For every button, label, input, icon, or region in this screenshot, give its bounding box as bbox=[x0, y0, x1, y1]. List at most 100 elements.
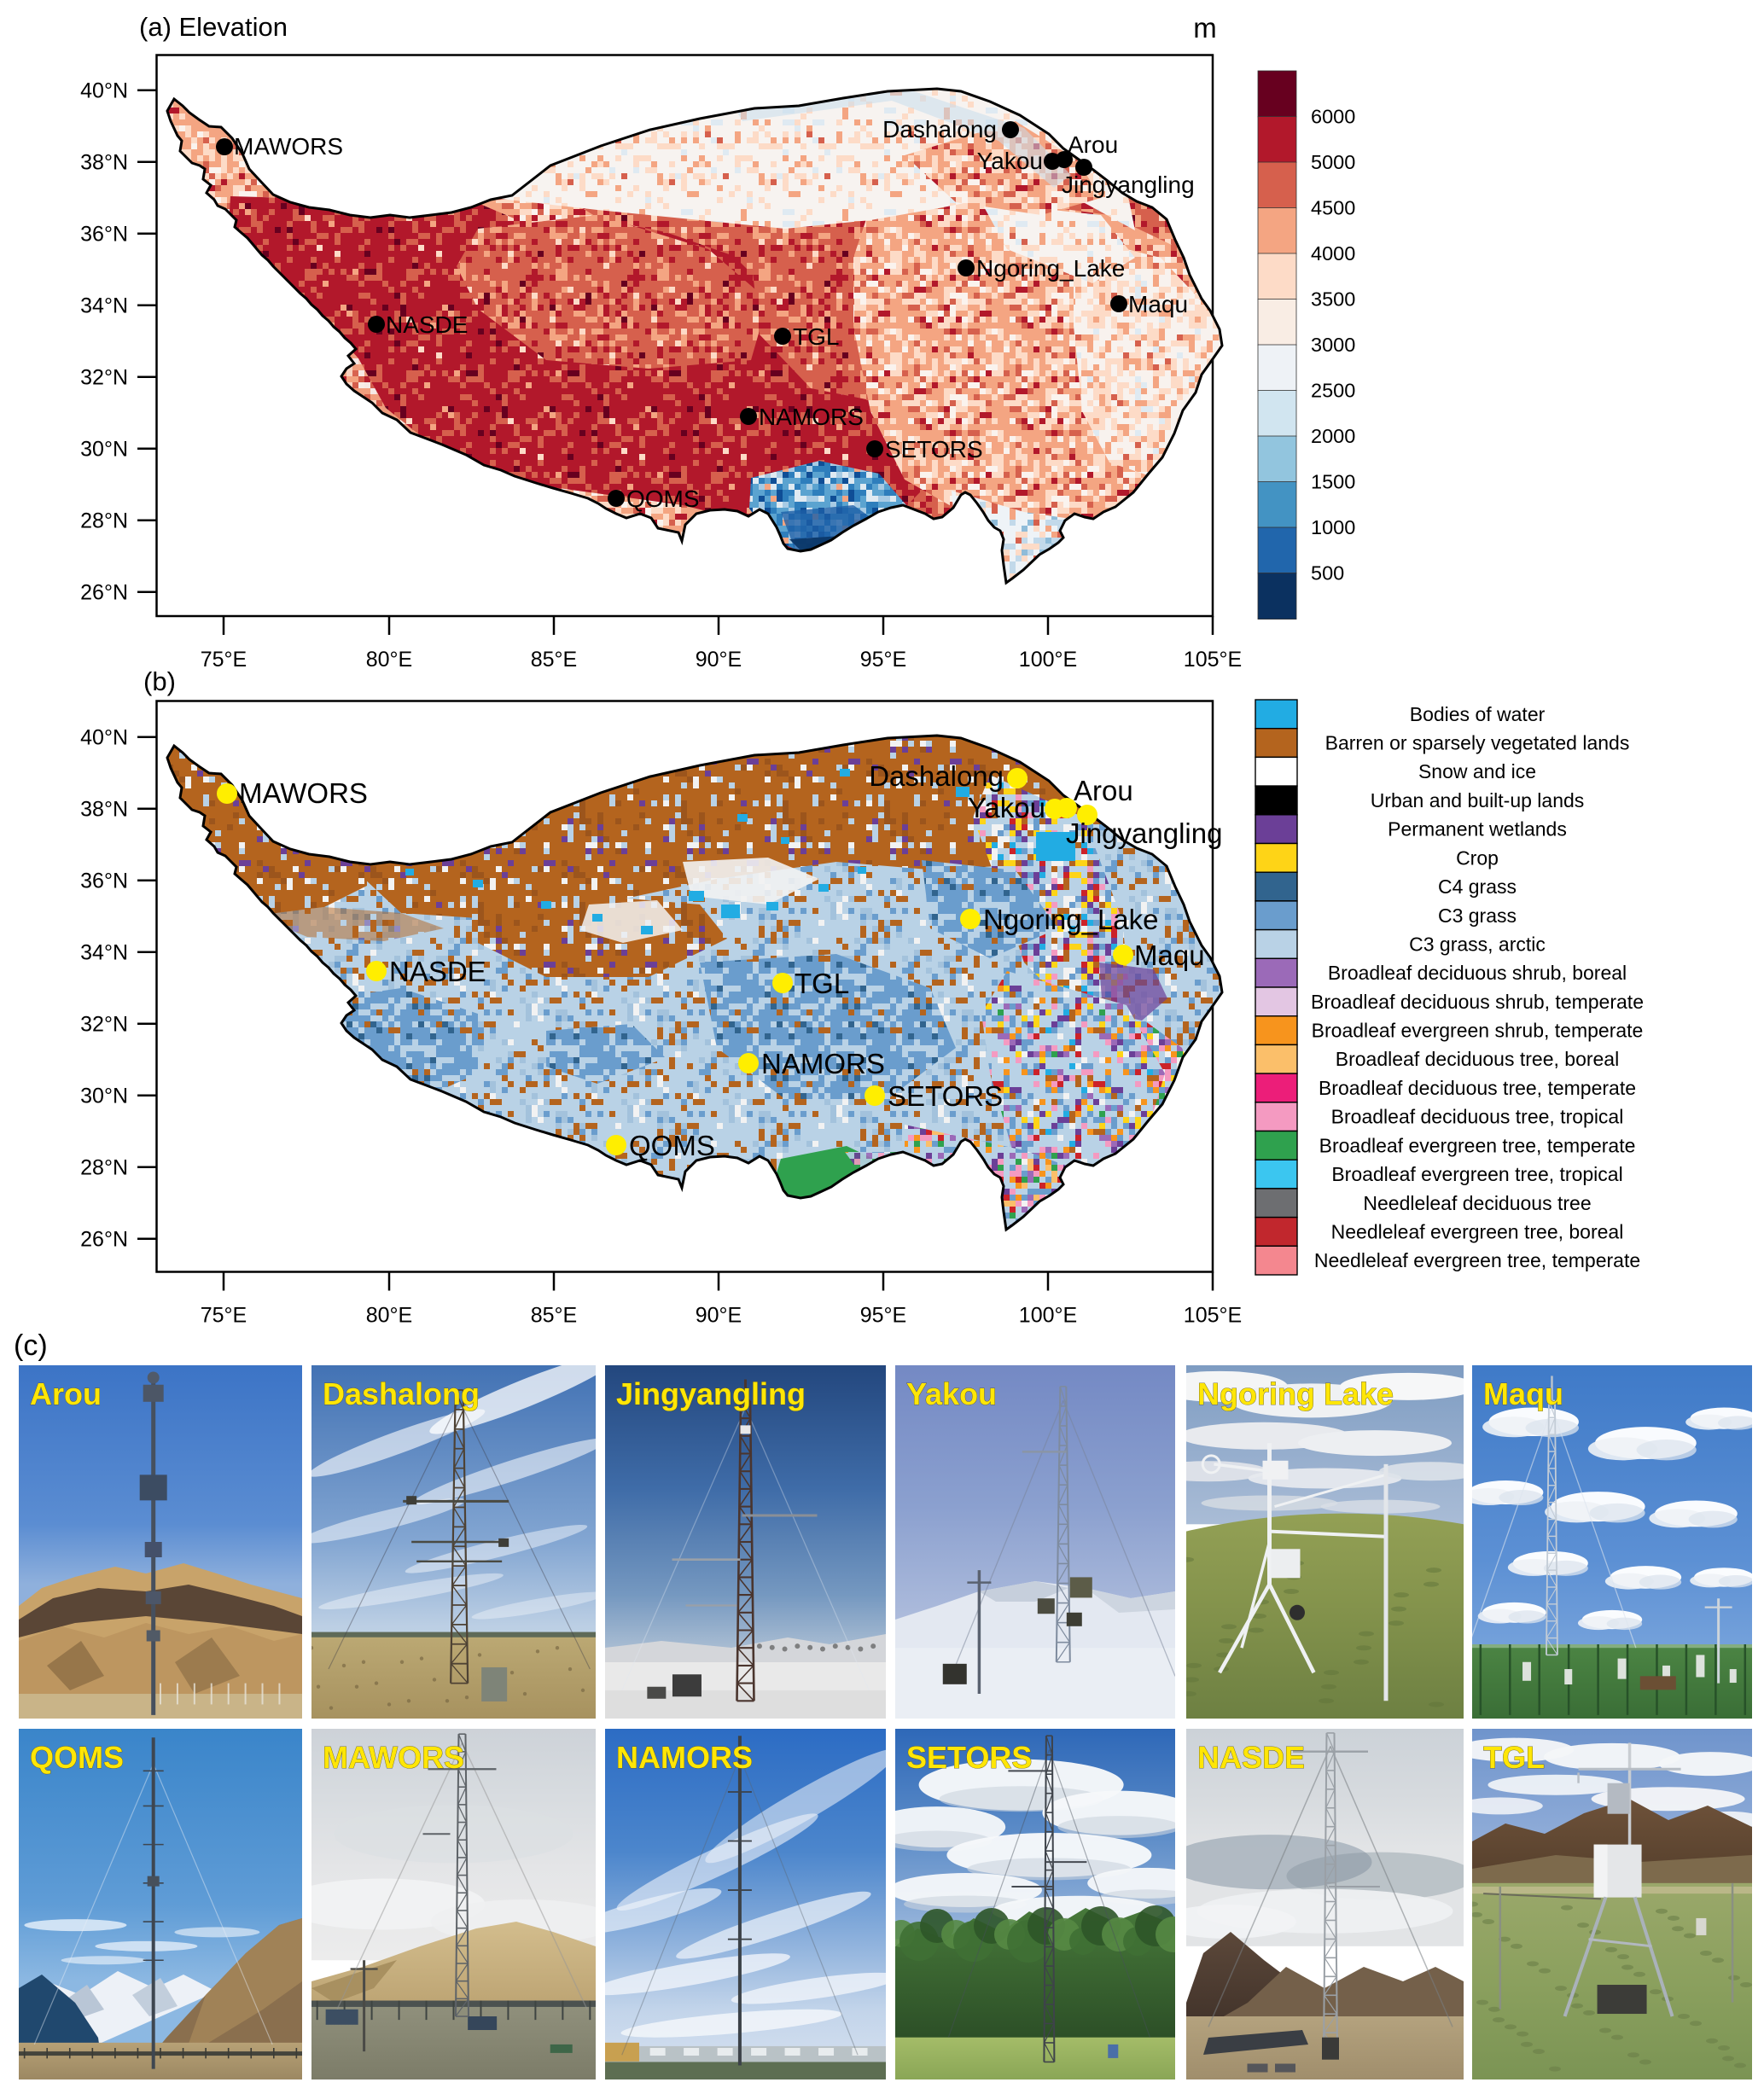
svg-text:Yakou: Yakou bbox=[968, 792, 1045, 823]
svg-text:105°E: 105°E bbox=[1184, 648, 1242, 672]
svg-text:38°N: 38°N bbox=[80, 150, 128, 174]
svg-text:Dashalong: Dashalong bbox=[869, 760, 1004, 792]
svg-text:85°E: 85°E bbox=[531, 1304, 577, 1328]
svg-text:C3 grass: C3 grass bbox=[1438, 904, 1517, 927]
svg-text:90°E: 90°E bbox=[696, 648, 742, 672]
svg-text:Maqu: Maqu bbox=[1128, 291, 1188, 317]
svg-text:32°N: 32°N bbox=[80, 365, 128, 389]
svg-text:5000: 5000 bbox=[1311, 151, 1355, 173]
svg-text:NAMORS: NAMORS bbox=[616, 1740, 753, 1775]
svg-text:Yakou: Yakou bbox=[906, 1376, 997, 1411]
svg-text:Maqu: Maqu bbox=[1134, 939, 1205, 971]
svg-text:38°N: 38°N bbox=[80, 797, 128, 821]
svg-text:75°E: 75°E bbox=[201, 1304, 247, 1328]
svg-text:TGL: TGL bbox=[1483, 1740, 1545, 1775]
svg-text:Jingyangling: Jingyangling bbox=[1066, 817, 1222, 849]
svg-text:NASDE: NASDE bbox=[386, 311, 468, 338]
svg-text:Ngoring_Lake: Ngoring_Lake bbox=[976, 255, 1125, 282]
svg-text:Bodies of water: Bodies of water bbox=[1410, 703, 1546, 725]
svg-text:40°N: 40°N bbox=[80, 79, 128, 102]
svg-text:Urban and built-up lands: Urban and built-up lands bbox=[1371, 789, 1585, 811]
svg-text:95°E: 95°E bbox=[860, 648, 906, 672]
svg-text:SETORS: SETORS bbox=[885, 436, 983, 462]
svg-text:Arou: Arou bbox=[30, 1376, 102, 1411]
svg-text:100°E: 100°E bbox=[1019, 1304, 1077, 1328]
svg-text:Broadleaf deciduous tree, temp: Broadleaf deciduous tree, temperate bbox=[1319, 1077, 1636, 1099]
svg-text:Permanent wetlands: Permanent wetlands bbox=[1388, 818, 1567, 841]
svg-text:NASDE: NASDE bbox=[389, 956, 486, 987]
svg-text:(c): (c) bbox=[14, 1329, 48, 1362]
svg-text:(a) Elevation: (a) Elevation bbox=[139, 12, 288, 42]
svg-text:34°N: 34°N bbox=[80, 940, 128, 964]
svg-text:85°E: 85°E bbox=[531, 648, 577, 672]
svg-text:Arou: Arou bbox=[1074, 775, 1133, 806]
svg-text:32°N: 32°N bbox=[80, 1012, 128, 1036]
svg-text:Broadleaf evergreen tree, trop: Broadleaf evergreen tree, tropical bbox=[1331, 1163, 1622, 1185]
svg-text:4000: 4000 bbox=[1311, 242, 1355, 265]
svg-text:QOMS: QOMS bbox=[30, 1740, 124, 1775]
svg-text:C4 grass: C4 grass bbox=[1438, 875, 1517, 898]
svg-text:QOMS: QOMS bbox=[629, 1130, 715, 1161]
svg-text:Broadleaf deciduous shrub, tem: Broadleaf deciduous shrub, temperate bbox=[1311, 991, 1644, 1013]
svg-text:TGL: TGL bbox=[793, 323, 839, 350]
svg-text:Yakou: Yakou bbox=[977, 148, 1043, 174]
svg-text:6000: 6000 bbox=[1311, 106, 1355, 128]
svg-text:Ngoring_Lake: Ngoring_Lake bbox=[983, 904, 1158, 935]
svg-text:MAWORS: MAWORS bbox=[239, 777, 368, 809]
svg-text:Needleleaf deciduous tree: Needleleaf deciduous tree bbox=[1363, 1192, 1591, 1214]
svg-text:Broadleaf deciduous shrub, bor: Broadleaf deciduous shrub, boreal bbox=[1328, 962, 1627, 984]
svg-text:SETORS: SETORS bbox=[906, 1740, 1032, 1775]
svg-text:NAMORS: NAMORS bbox=[761, 1048, 885, 1079]
svg-text:1000: 1000 bbox=[1311, 516, 1355, 538]
svg-text:NASDE: NASDE bbox=[1197, 1740, 1305, 1775]
svg-text:Broadleaf evergreen tree, temp: Broadleaf evergreen tree, temperate bbox=[1319, 1134, 1636, 1156]
svg-text:1500: 1500 bbox=[1311, 471, 1355, 493]
svg-text:36°N: 36°N bbox=[80, 869, 128, 893]
svg-text:QOMS: QOMS bbox=[626, 486, 700, 512]
svg-text:26°N: 26°N bbox=[80, 580, 128, 604]
svg-text:Broadleaf evergreen shrub, tem: Broadleaf evergreen shrub, temperate bbox=[1312, 1020, 1644, 1042]
svg-text:Needleleaf evergreen tree, bor: Needleleaf evergreen tree, boreal bbox=[1331, 1220, 1624, 1242]
svg-text:Jingyangling: Jingyangling bbox=[1062, 172, 1195, 198]
svg-text:26°N: 26°N bbox=[80, 1227, 128, 1251]
svg-text:30°N: 30°N bbox=[80, 1084, 128, 1108]
svg-text:90°E: 90°E bbox=[696, 1304, 742, 1328]
svg-text:Broadleaf deciduous tree, trop: Broadleaf deciduous tree, tropical bbox=[1331, 1106, 1624, 1128]
svg-text:34°N: 34°N bbox=[80, 294, 128, 317]
svg-text:100°E: 100°E bbox=[1019, 648, 1077, 672]
svg-text:30°N: 30°N bbox=[80, 437, 128, 461]
svg-text:95°E: 95°E bbox=[860, 1304, 906, 1328]
svg-text:Dashalong: Dashalong bbox=[323, 1376, 480, 1411]
svg-text:2500: 2500 bbox=[1311, 380, 1355, 402]
svg-text:Broadleaf deciduous tree, bore: Broadleaf deciduous tree, boreal bbox=[1336, 1048, 1619, 1070]
svg-text:Dashalong: Dashalong bbox=[882, 116, 997, 143]
svg-text:28°N: 28°N bbox=[80, 509, 128, 532]
svg-text:m: m bbox=[1193, 12, 1217, 44]
svg-text:28°N: 28°N bbox=[80, 1155, 128, 1179]
svg-text:TGL: TGL bbox=[795, 968, 849, 999]
svg-text:Crop: Crop bbox=[1456, 846, 1499, 869]
svg-text:C3 grass, arctic: C3 grass, arctic bbox=[1409, 933, 1546, 955]
svg-text:3500: 3500 bbox=[1311, 288, 1355, 311]
svg-text:36°N: 36°N bbox=[80, 222, 128, 246]
svg-text:75°E: 75°E bbox=[201, 648, 247, 672]
svg-text:105°E: 105°E bbox=[1184, 1304, 1242, 1328]
svg-text:SETORS: SETORS bbox=[888, 1080, 1003, 1112]
svg-text:2000: 2000 bbox=[1311, 425, 1355, 447]
svg-text:Needleleaf evergreen tree, tem: Needleleaf evergreen tree, temperate bbox=[1314, 1249, 1640, 1271]
svg-text:Jingyangling: Jingyangling bbox=[616, 1376, 806, 1411]
svg-text:3000: 3000 bbox=[1311, 334, 1355, 356]
svg-text:NAMORS: NAMORS bbox=[759, 404, 864, 430]
svg-text:Snow and ice: Snow and ice bbox=[1418, 760, 1536, 782]
svg-text:4500: 4500 bbox=[1311, 197, 1355, 219]
svg-text:MAWORS: MAWORS bbox=[234, 133, 343, 160]
svg-text:(b): (b) bbox=[143, 666, 176, 696]
svg-text:40°N: 40°N bbox=[80, 725, 128, 749]
svg-text:80°E: 80°E bbox=[366, 648, 412, 672]
svg-text:Maqu: Maqu bbox=[1483, 1376, 1563, 1411]
svg-text:500: 500 bbox=[1311, 562, 1344, 585]
svg-text:Arou: Arou bbox=[1068, 131, 1118, 158]
svg-text:80°E: 80°E bbox=[366, 1304, 412, 1328]
svg-text:MAWORS: MAWORS bbox=[323, 1740, 464, 1775]
svg-text:Ngoring Lake: Ngoring Lake bbox=[1197, 1376, 1394, 1411]
